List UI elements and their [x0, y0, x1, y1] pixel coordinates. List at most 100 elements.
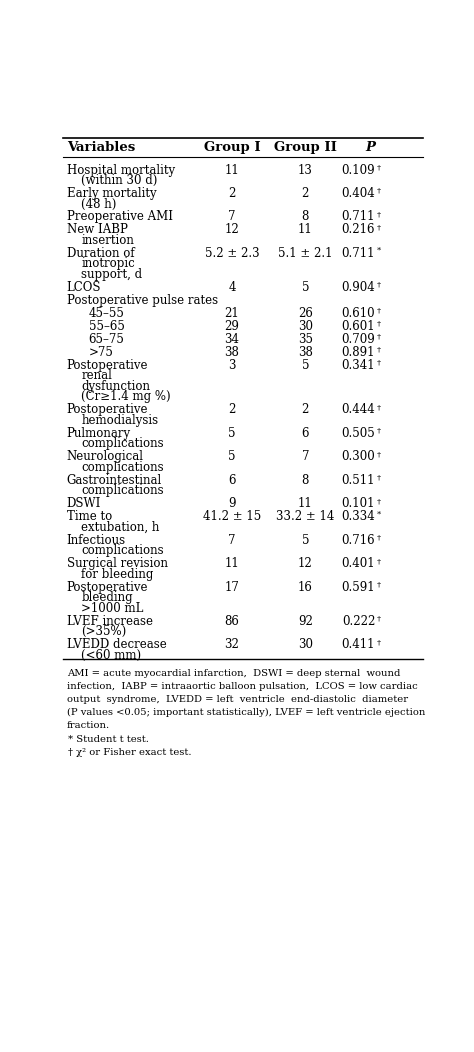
Text: 86: 86	[225, 614, 239, 628]
Text: †: †	[377, 473, 381, 482]
Text: †: †	[377, 614, 381, 623]
Text: 0.401: 0.401	[342, 558, 375, 570]
Text: 5: 5	[228, 427, 236, 440]
Text: extubation, h: extubation, h	[82, 521, 160, 533]
Text: 30: 30	[298, 639, 313, 651]
Text: 11: 11	[298, 223, 313, 237]
Text: 5: 5	[228, 450, 236, 463]
Text: 92: 92	[298, 614, 313, 628]
Text: 0.222: 0.222	[342, 614, 375, 628]
Text: (<60 mm): (<60 mm)	[82, 649, 141, 662]
Text: 16: 16	[298, 581, 313, 593]
Text: †: †	[377, 359, 381, 367]
Text: Postoperative: Postoperative	[66, 581, 148, 593]
Text: 0.444: 0.444	[341, 403, 375, 417]
Text: New IABP: New IABP	[66, 223, 128, 237]
Text: 6: 6	[301, 427, 309, 440]
Text: †: †	[377, 210, 381, 219]
Text: LVEDD decrease: LVEDD decrease	[66, 639, 166, 651]
Text: 2: 2	[301, 187, 309, 200]
Text: Early mortality: Early mortality	[66, 187, 156, 200]
Text: (P values <0.05; important statistically), LVEF = left ventricle ejection: (P values <0.05; important statistically…	[66, 708, 425, 717]
Text: Infectious: Infectious	[66, 533, 126, 547]
Text: complications: complications	[82, 544, 164, 558]
Text: support, d: support, d	[82, 268, 142, 281]
Text: Preoperative AMI: Preoperative AMI	[66, 210, 173, 223]
Text: >75: >75	[89, 346, 113, 359]
Text: LCOS: LCOS	[66, 281, 101, 294]
Text: 0.711: 0.711	[342, 247, 375, 260]
Text: hemodialysis: hemodialysis	[82, 413, 158, 427]
Text: Postoperative: Postoperative	[66, 403, 148, 417]
Text: * Student t test.: * Student t test.	[68, 735, 149, 745]
Text: 2: 2	[301, 403, 309, 417]
Text: P: P	[365, 141, 375, 154]
Text: 0.411: 0.411	[342, 639, 375, 651]
Text: †: †	[377, 223, 381, 231]
Text: 26: 26	[298, 307, 313, 320]
Text: 0.216: 0.216	[342, 223, 375, 237]
Text: Surgical revision: Surgical revision	[66, 558, 168, 570]
Text: †: †	[377, 558, 381, 565]
Text: 0.404: 0.404	[341, 187, 375, 200]
Text: 0.505: 0.505	[341, 427, 375, 440]
Text: Group I: Group I	[204, 141, 260, 154]
Text: 7: 7	[228, 533, 236, 547]
Text: *: *	[377, 510, 381, 519]
Text: †: †	[377, 427, 381, 434]
Text: 0.610: 0.610	[342, 307, 375, 320]
Text: 29: 29	[225, 320, 239, 332]
Text: †: †	[377, 346, 381, 353]
Text: *: *	[377, 247, 381, 255]
Text: AMI = acute myocardial infarction,  DSWI = deep sternal  wound: AMI = acute myocardial infarction, DSWI …	[66, 669, 400, 677]
Text: 34: 34	[224, 332, 239, 346]
Text: Postoperative pulse rates: Postoperative pulse rates	[66, 294, 218, 307]
Text: complications: complications	[82, 484, 164, 498]
Text: 2: 2	[228, 403, 236, 417]
Text: Group II: Group II	[274, 141, 337, 154]
Text: †: †	[377, 163, 381, 171]
Text: 9: 9	[228, 498, 236, 510]
Text: complications: complications	[82, 461, 164, 473]
Text: 0.109: 0.109	[342, 163, 375, 177]
Text: 0.300: 0.300	[341, 450, 375, 463]
Text: †: †	[377, 450, 381, 459]
Text: 13: 13	[298, 163, 313, 177]
Text: 7: 7	[228, 210, 236, 223]
Text: 5: 5	[301, 281, 309, 294]
Text: †: †	[377, 639, 381, 646]
Text: 0.511: 0.511	[342, 473, 375, 487]
Text: inotropic: inotropic	[82, 258, 135, 270]
Text: 5.2 ± 2.3: 5.2 ± 2.3	[205, 247, 259, 260]
Text: 32: 32	[225, 639, 239, 651]
Text: †: †	[377, 187, 381, 195]
Text: 8: 8	[301, 473, 309, 487]
Text: for bleeding: for bleeding	[82, 568, 154, 581]
Text: 0.591: 0.591	[342, 581, 375, 593]
Text: †: †	[377, 307, 381, 315]
Text: (Cr≥1.4 mg %): (Cr≥1.4 mg %)	[82, 390, 171, 403]
Text: bleeding: bleeding	[82, 591, 133, 604]
Text: 0.709: 0.709	[341, 332, 375, 346]
Text: 30: 30	[298, 320, 313, 332]
Text: †: †	[377, 403, 381, 411]
Text: infection,  IABP = intraaortic balloon pulsation,  LCOS = low cardiac: infection, IABP = intraaortic balloon pu…	[66, 682, 417, 691]
Text: 8: 8	[301, 210, 309, 223]
Text: 41.2 ± 15: 41.2 ± 15	[203, 510, 261, 523]
Text: 38: 38	[225, 346, 239, 359]
Text: 33.2 ± 14: 33.2 ± 14	[276, 510, 335, 523]
Text: output  syndrome,  LVEDD = left  ventricle  end-diastolic  diameter: output syndrome, LVEDD = left ventricle …	[66, 695, 408, 704]
Text: Postoperative: Postoperative	[66, 359, 148, 371]
Text: 5: 5	[301, 359, 309, 371]
Text: (48 h): (48 h)	[82, 198, 117, 210]
Text: †: †	[377, 320, 381, 328]
Text: Pulmonary: Pulmonary	[66, 427, 131, 440]
Text: 55–65: 55–65	[89, 320, 125, 332]
Text: (>35%): (>35%)	[82, 625, 127, 639]
Text: renal: renal	[82, 369, 112, 382]
Text: 35: 35	[298, 332, 313, 346]
Text: 2: 2	[228, 187, 236, 200]
Text: 3: 3	[228, 359, 236, 371]
Text: 21: 21	[225, 307, 239, 320]
Text: Hospital mortality: Hospital mortality	[66, 163, 175, 177]
